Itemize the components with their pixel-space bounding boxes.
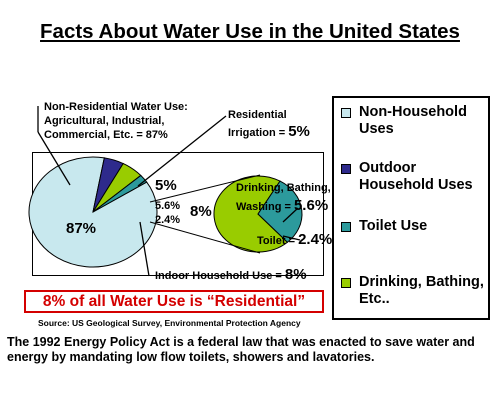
legend-label-non-household: Non-Household Uses xyxy=(359,104,467,137)
connector-top xyxy=(149,174,261,203)
slice-label-non-household: 87% xyxy=(66,220,97,237)
drinking-value: 5.6% xyxy=(293,197,329,214)
residential-highlight: 8% of all Water Use is “Residential” xyxy=(24,290,324,313)
pie-slice-toilet xyxy=(92,174,148,213)
legend-swatch-outdoor xyxy=(341,164,351,174)
source-note: Source: US Geological Survey, Environmen… xyxy=(38,318,301,328)
legend-swatch-drinking xyxy=(341,278,351,288)
footer-text: The 1992 Energy Policy Act is a federal … xyxy=(7,335,475,364)
connector-bottom xyxy=(149,221,261,254)
annotation-indoor: Indoor Household Use = 8% xyxy=(155,266,307,283)
annotation-non-residential-line1: Non-Residential Water Use: xyxy=(44,101,188,113)
annotation-drinking-line2: Washing = 5.6% xyxy=(236,197,331,214)
main-pie xyxy=(28,156,158,268)
annotation-irrigation: Residential Irrigation = 5% xyxy=(228,108,310,140)
annotation-toilet: Toilet = 2.4% xyxy=(257,231,333,248)
slice-label-outdoor: 5% xyxy=(155,177,177,194)
indoor-prefix: Indoor Household Use = xyxy=(155,270,285,282)
indoor-value: 8% xyxy=(284,266,307,283)
slice-label-drinking: 5.6% xyxy=(155,200,181,212)
legend-swatch-non-household xyxy=(341,108,351,118)
annotation-non-residential-line3: Commercial, Etc. = 87% xyxy=(44,129,168,141)
annotation-drinking: Drinking, Bathing, Washing = 5.6% xyxy=(236,181,331,214)
annotation-drinking-line1: Drinking, Bathing, xyxy=(236,182,331,194)
leader-toilet xyxy=(282,235,301,241)
chart-title: Facts About Water Use in the United Stat… xyxy=(40,20,460,43)
leader-washing xyxy=(282,207,299,223)
annotation-irrigation-line1: Residential xyxy=(228,109,287,121)
legend-label-drinking: Drinking, Bathing, Etc.. xyxy=(359,274,484,307)
slice-label-toilet: 2.4% xyxy=(155,214,181,226)
toilet-prefix: Toilet = xyxy=(257,235,299,247)
annotation-non-residential: Non-Residential Water Use: Agricultural,… xyxy=(44,100,188,142)
legend-swatch-toilet xyxy=(341,222,351,232)
annotation-non-residential-line2: Agricultural, Industrial, xyxy=(44,115,165,127)
leader-irrigation xyxy=(137,115,227,187)
irrigation-prefix: Irrigation = xyxy=(228,127,289,139)
toilet-value: 2.4% xyxy=(298,231,333,248)
leader-non-residential-2 xyxy=(37,131,71,186)
legend: Non-Household Uses Outdoor Household Use… xyxy=(332,96,490,320)
sub-pie-total-label: 8% xyxy=(190,203,212,220)
drinking-prefix: Washing = xyxy=(236,201,294,213)
irrigation-value: 5% xyxy=(288,123,310,140)
legend-label-outdoor: Outdoor Household Uses xyxy=(359,160,473,193)
leader-indoor xyxy=(139,221,150,277)
sub-pie xyxy=(213,175,303,253)
legend-label-toilet: Toilet Use xyxy=(359,218,428,234)
annotation-irrigation-line2: Irrigation = 5% xyxy=(228,123,310,140)
